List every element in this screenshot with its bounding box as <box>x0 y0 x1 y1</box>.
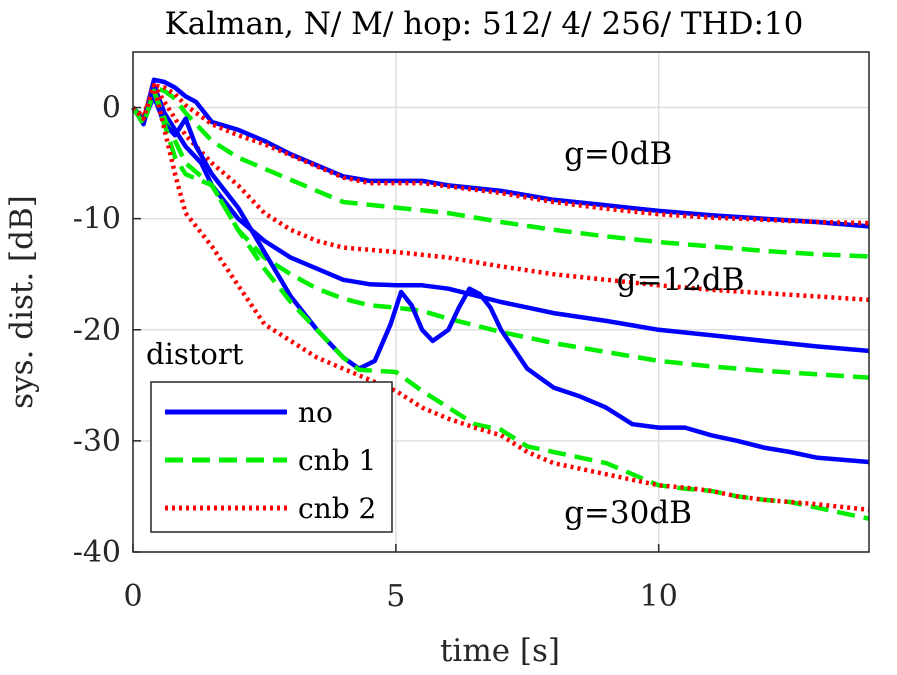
series-line-cnb2-g0dB <box>131 83 870 226</box>
y-tick-label: -30 <box>73 424 121 459</box>
series-line-cnb2-g30dB <box>131 83 870 513</box>
annotations: g=0dB g=12dB g=30dB <box>564 136 744 531</box>
axis-ticks: 0 5 10 0 -10 -20 -30 -40 <box>73 91 678 614</box>
series-line-no-g12dB <box>131 83 870 354</box>
chart-title: Kalman, N/ M/ hop: 512/ 4/ 256/ THD:10 <box>165 6 804 42</box>
y-tick-label: 0 <box>102 91 121 126</box>
series-line-cnb1-g30dB <box>131 88 870 521</box>
annotation-g30dB: g=30dB <box>564 495 692 531</box>
legend-title: distort <box>146 337 244 371</box>
x-tick-label: 0 <box>123 579 142 614</box>
series-line-cnb2-g12dB <box>131 83 870 303</box>
legend-label-no: no <box>298 396 333 429</box>
annotation-g12dB: g=12dB <box>617 262 745 298</box>
series-line-no-g30dB <box>131 94 870 465</box>
y-tick-label: -10 <box>73 202 121 237</box>
legend: distort no cnb 1 cnb 2 <box>146 337 393 533</box>
legend-label-cnb1: cnb 1 <box>298 444 376 477</box>
y-axis-label: sys. dist. [dB] <box>4 195 40 409</box>
series-line-cnb1-g12dB <box>131 88 870 380</box>
x-axis-label: time [s] <box>440 633 560 669</box>
y-tick-label: -40 <box>73 535 121 570</box>
series-layer <box>131 77 870 521</box>
x-tick-label: 10 <box>640 579 678 614</box>
legend-label-cnb2: cnb 2 <box>298 492 376 525</box>
series-line-no-g0dB <box>131 77 870 229</box>
x-tick-label: 5 <box>386 579 405 614</box>
annotation-g0dB: g=0dB <box>564 136 672 172</box>
plot-area-frame <box>132 51 870 553</box>
y-tick-label: -20 <box>73 313 121 348</box>
series-line-cnb1-g0dB <box>131 85 870 259</box>
